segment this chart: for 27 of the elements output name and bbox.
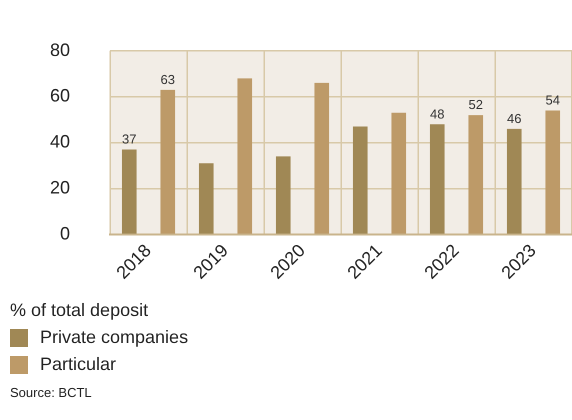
legend-label: Private companies [40, 327, 188, 348]
bar [198, 163, 214, 234]
bar [237, 78, 252, 234]
y-tick-label: 0 [60, 223, 70, 244]
y-tick-label: 80 [50, 40, 70, 60]
source-note: Source: BCTL [10, 385, 93, 400]
data-label: 54 [546, 92, 560, 108]
bar [122, 149, 137, 234]
bar [506, 128, 522, 234]
data-label: 37 [122, 132, 137, 147]
bar [468, 115, 484, 234]
data-label: 46 [507, 110, 522, 126]
bar [545, 110, 560, 234]
bar [314, 82, 330, 234]
legend-label: Particular [40, 354, 116, 375]
bar [352, 126, 368, 234]
y-tick-label: 20 [50, 177, 70, 198]
bar [391, 112, 406, 234]
data-label: 52 [468, 97, 483, 112]
y-tick-label: 40 [50, 132, 70, 152]
y-tick-label: 60 [50, 86, 70, 106]
data-label: 48 [430, 106, 444, 122]
bar [430, 124, 445, 234]
bar [276, 156, 291, 234]
bar [160, 90, 176, 234]
data-label: 63 [160, 72, 176, 87]
legend-title: % of total deposit [10, 300, 150, 321]
